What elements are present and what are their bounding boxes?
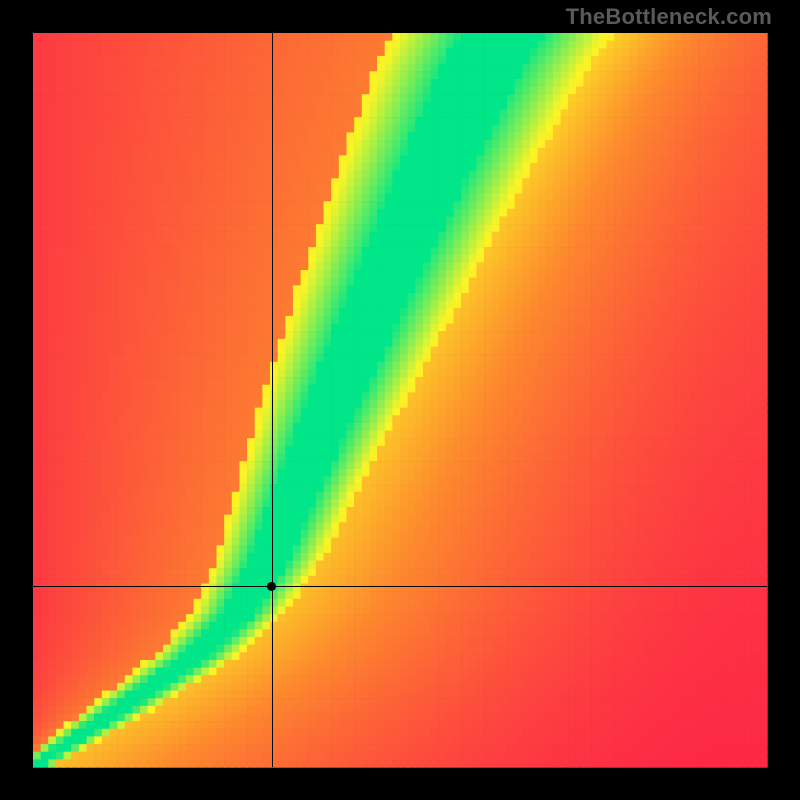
bottleneck-heatmap [0, 0, 800, 800]
watermark-text: TheBottleneck.com [566, 4, 772, 30]
